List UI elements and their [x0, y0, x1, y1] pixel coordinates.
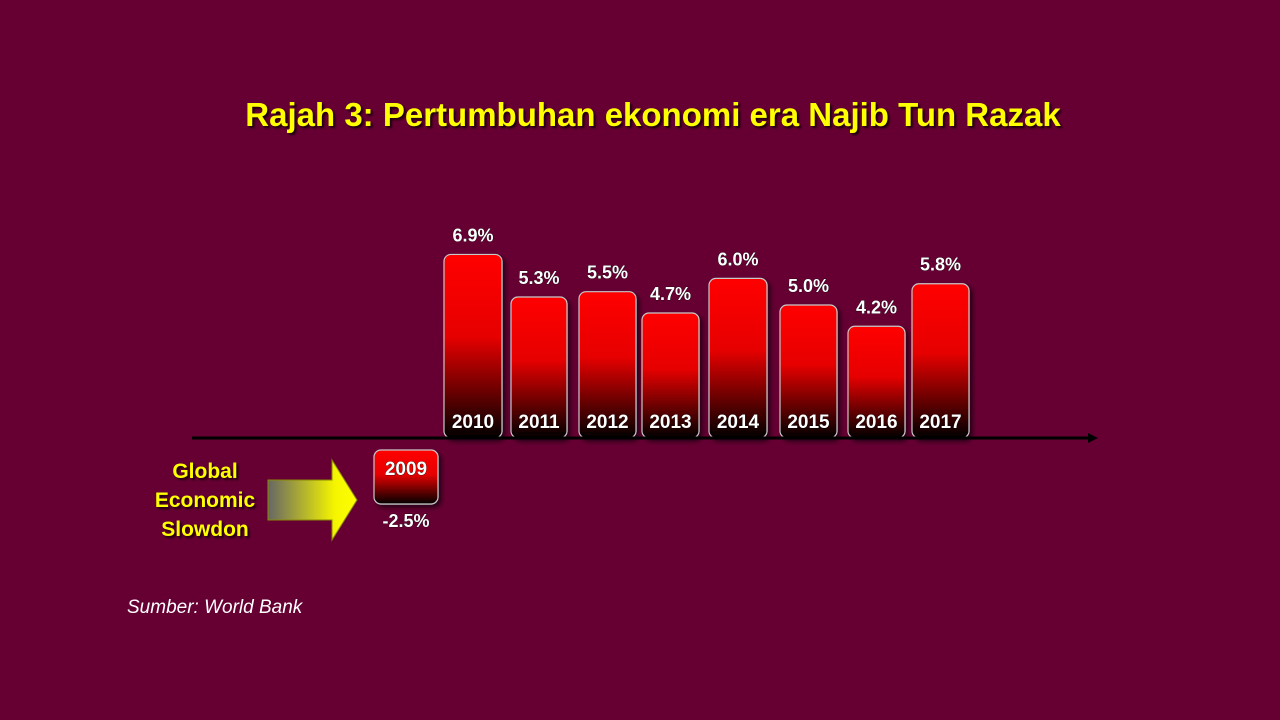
bar-2010	[444, 254, 502, 438]
bar-category-label: 2013	[649, 412, 691, 433]
global-slowdown-line: Economic	[140, 486, 270, 515]
bar-category-label: 2017	[919, 412, 961, 433]
source-caption: Sumber: World Bank	[127, 597, 302, 619]
bar-value-label: 4.7%	[650, 284, 691, 304]
global-slowdown-line: Slowdon	[140, 515, 270, 544]
bar-value-label: 5.5%	[587, 263, 628, 283]
slowdown-arrow-icon	[266, 458, 361, 544]
bar-value-label: 4.2%	[856, 297, 897, 317]
bar-category-label: 2016	[855, 412, 897, 433]
bar-category-label: 2015	[787, 412, 830, 433]
bar-value-label: -2.5%	[382, 511, 429, 531]
bar-value-label: 5.0%	[788, 276, 829, 296]
bar-category-label: 2012	[586, 412, 628, 433]
bar-category-label: 2011	[518, 412, 560, 433]
bar-value-label: 5.3%	[518, 268, 559, 288]
global-slowdown-line: Global	[140, 457, 270, 486]
bar-category-label: 2014	[717, 412, 760, 433]
bar-value-label: 6.9%	[452, 225, 493, 245]
global-slowdown-label: Global Economic Slowdon	[140, 457, 270, 544]
bar-value-label: 5.8%	[920, 255, 961, 275]
bar-category-label: 2010	[452, 412, 494, 433]
bar-category-label: 2009	[385, 459, 427, 480]
bar-value-label: 6.0%	[717, 249, 758, 269]
